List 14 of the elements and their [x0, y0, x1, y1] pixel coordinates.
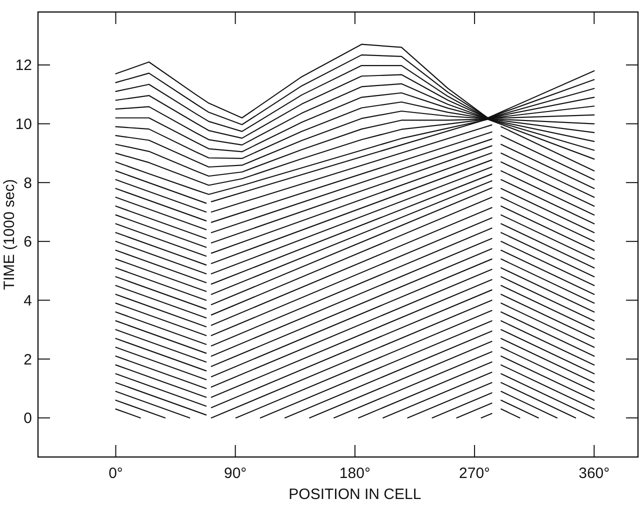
- y-tick-label: 2: [24, 351, 32, 368]
- x-axis-title: POSITION IN CELL: [288, 486, 422, 503]
- y-tick-label: 0: [24, 410, 32, 428]
- x-tick-label: 360°: [578, 465, 610, 482]
- y-axis-title: TIME (1000 sec): [1, 179, 18, 290]
- y-tick-label: 12: [15, 57, 32, 74]
- x-tick-label: 270°: [459, 465, 490, 482]
- y-tick-label: 4: [24, 292, 32, 310]
- y-tick-label: 6: [24, 234, 32, 251]
- y-tick-label: 8: [24, 174, 32, 192]
- x-tick-label: 90°: [224, 465, 247, 482]
- x-tick-label: 0°: [108, 465, 123, 482]
- x-tick-label: 180°: [339, 465, 370, 482]
- y-tick-label: 10: [15, 116, 32, 134]
